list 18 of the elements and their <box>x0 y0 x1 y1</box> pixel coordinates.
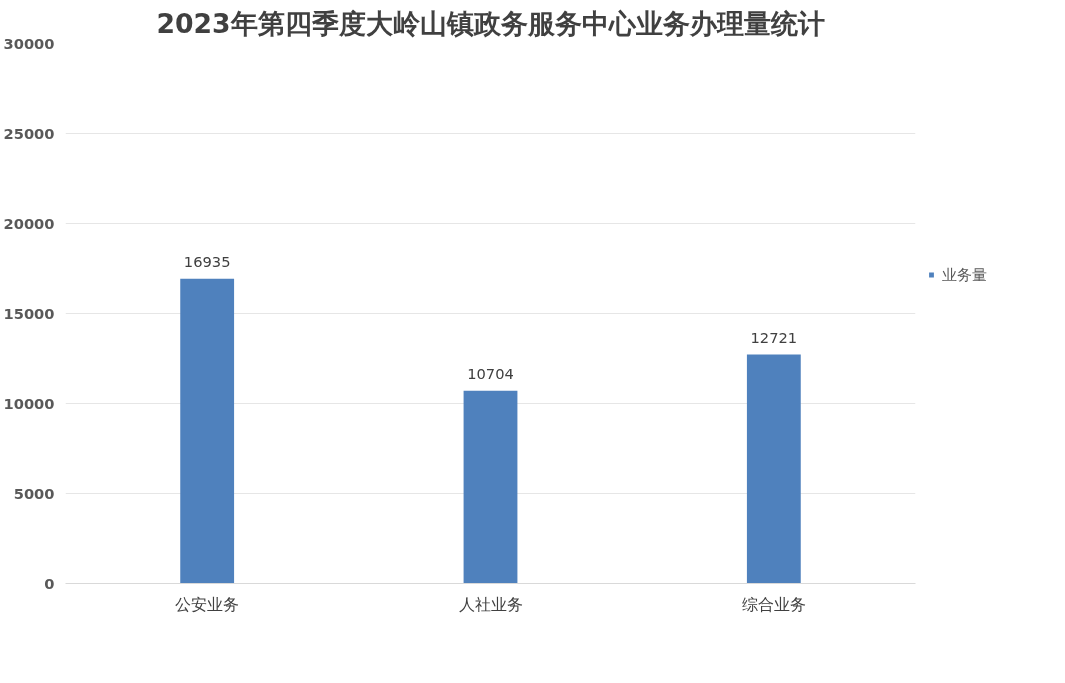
data-label: 10704 <box>467 364 514 382</box>
bar <box>746 354 801 584</box>
data-label: 12721 <box>750 328 798 346</box>
y-tick-label: 15000 <box>3 304 55 322</box>
y-tick-label: 5000 <box>13 484 55 502</box>
y-tick-label: 10000 <box>3 394 55 412</box>
chart-title: 2023年第四季度大岭山镇政务服务中心业务办理量统计 <box>156 7 825 39</box>
x-tick-label: 公安业务 <box>175 594 240 614</box>
y-tick-label: 20000 <box>3 214 55 232</box>
legend-label: 业务量 <box>942 265 987 285</box>
bar <box>180 278 235 584</box>
bar <box>463 390 518 584</box>
x-tick-label: 人社业务 <box>458 594 523 614</box>
y-tick-label: 25000 <box>3 124 55 142</box>
data-label: 16935 <box>183 252 231 270</box>
y-tick-label: 0 <box>44 574 55 592</box>
y-tick-label: 30000 <box>3 34 55 52</box>
x-tick-label: 综合业务 <box>741 594 806 614</box>
